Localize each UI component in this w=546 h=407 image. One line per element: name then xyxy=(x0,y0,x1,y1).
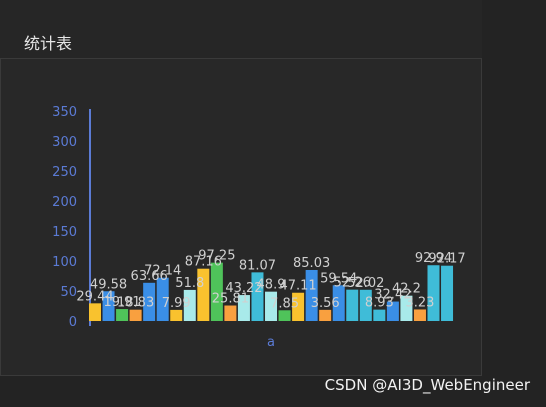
bar-value-label: 87.16 xyxy=(185,255,222,270)
y-tick-label: 250 xyxy=(52,165,77,180)
bar-value-label: 52.26 xyxy=(334,276,371,291)
watermark: CSDN @AI3D_WebEngineer xyxy=(324,376,530,394)
bar xyxy=(386,301,399,321)
y-tick-label: 150 xyxy=(52,225,77,240)
bar xyxy=(224,305,237,321)
bar xyxy=(116,309,129,321)
bar xyxy=(441,265,454,321)
bar xyxy=(156,277,169,321)
bar xyxy=(332,285,345,321)
bar xyxy=(346,289,359,321)
bar-value-label: 81.07 xyxy=(239,258,276,273)
bar-value-label: 47.11 xyxy=(279,279,316,294)
plot-frame xyxy=(0,58,482,376)
bar-value-label: 3.56 xyxy=(311,296,340,311)
bar xyxy=(183,289,196,321)
bar-value-label: 25.81 xyxy=(212,292,249,307)
bar xyxy=(373,309,386,321)
bar-value-label: 51.8 xyxy=(175,276,204,291)
bar xyxy=(319,309,332,321)
bar-value-label: 49.58 xyxy=(90,277,127,292)
bar xyxy=(292,292,305,321)
bar xyxy=(129,309,142,321)
y-tick-label: 50 xyxy=(60,285,77,300)
bar-value-label: 7.99 xyxy=(162,296,191,311)
bar xyxy=(102,291,115,321)
bar-value-label: 29.44 xyxy=(76,289,113,304)
bar xyxy=(359,289,372,321)
bar xyxy=(427,265,440,321)
panel-right-edge xyxy=(482,0,546,407)
bar xyxy=(413,309,426,321)
bar xyxy=(278,310,291,321)
bar-value-label: 7.85 xyxy=(270,296,299,311)
bar-value-label: 59.54 xyxy=(320,271,357,286)
bar-value-label: 19.91 xyxy=(103,295,140,310)
bar-value-label: 97.25 xyxy=(198,249,235,264)
bar-value-label: 43.22 xyxy=(225,281,262,296)
y-tick-label: 0 xyxy=(69,315,77,330)
bar-value-label: 3.23 xyxy=(405,295,434,310)
y-tick-label: 200 xyxy=(52,195,77,210)
bar xyxy=(237,295,250,321)
bar xyxy=(210,262,223,321)
bar xyxy=(265,291,278,321)
bar-value-label: 52.02 xyxy=(347,276,384,291)
bar xyxy=(197,268,210,321)
panel-bottom-strip xyxy=(0,376,546,407)
bar xyxy=(89,303,101,321)
bar xyxy=(251,272,264,321)
bar xyxy=(170,309,183,321)
bar xyxy=(305,269,318,321)
bar-value-label: 92.17 xyxy=(428,252,465,267)
bar-value-label: 18.83 xyxy=(117,296,154,311)
bar-value-label: 48.9 xyxy=(257,278,286,293)
bar-value-label: 92.94 xyxy=(415,251,452,266)
y-tick-label: 100 xyxy=(52,255,77,270)
y-tick-label: 300 xyxy=(52,135,77,150)
bar-value-label: 72.14 xyxy=(144,264,181,279)
bar-value-label: 63.66 xyxy=(131,269,168,284)
x-tick-label: a xyxy=(267,335,275,350)
bar-value-label: 8.93 xyxy=(365,296,394,311)
bar-value-label: 32.42 xyxy=(374,288,411,303)
bar xyxy=(400,295,413,321)
panel-title: 统计表 xyxy=(24,34,73,53)
bar-value-label: 42.2 xyxy=(392,282,421,297)
bar xyxy=(143,282,156,321)
bar-value-label: 85.03 xyxy=(293,256,330,271)
y-tick-label: 350 xyxy=(52,105,77,120)
